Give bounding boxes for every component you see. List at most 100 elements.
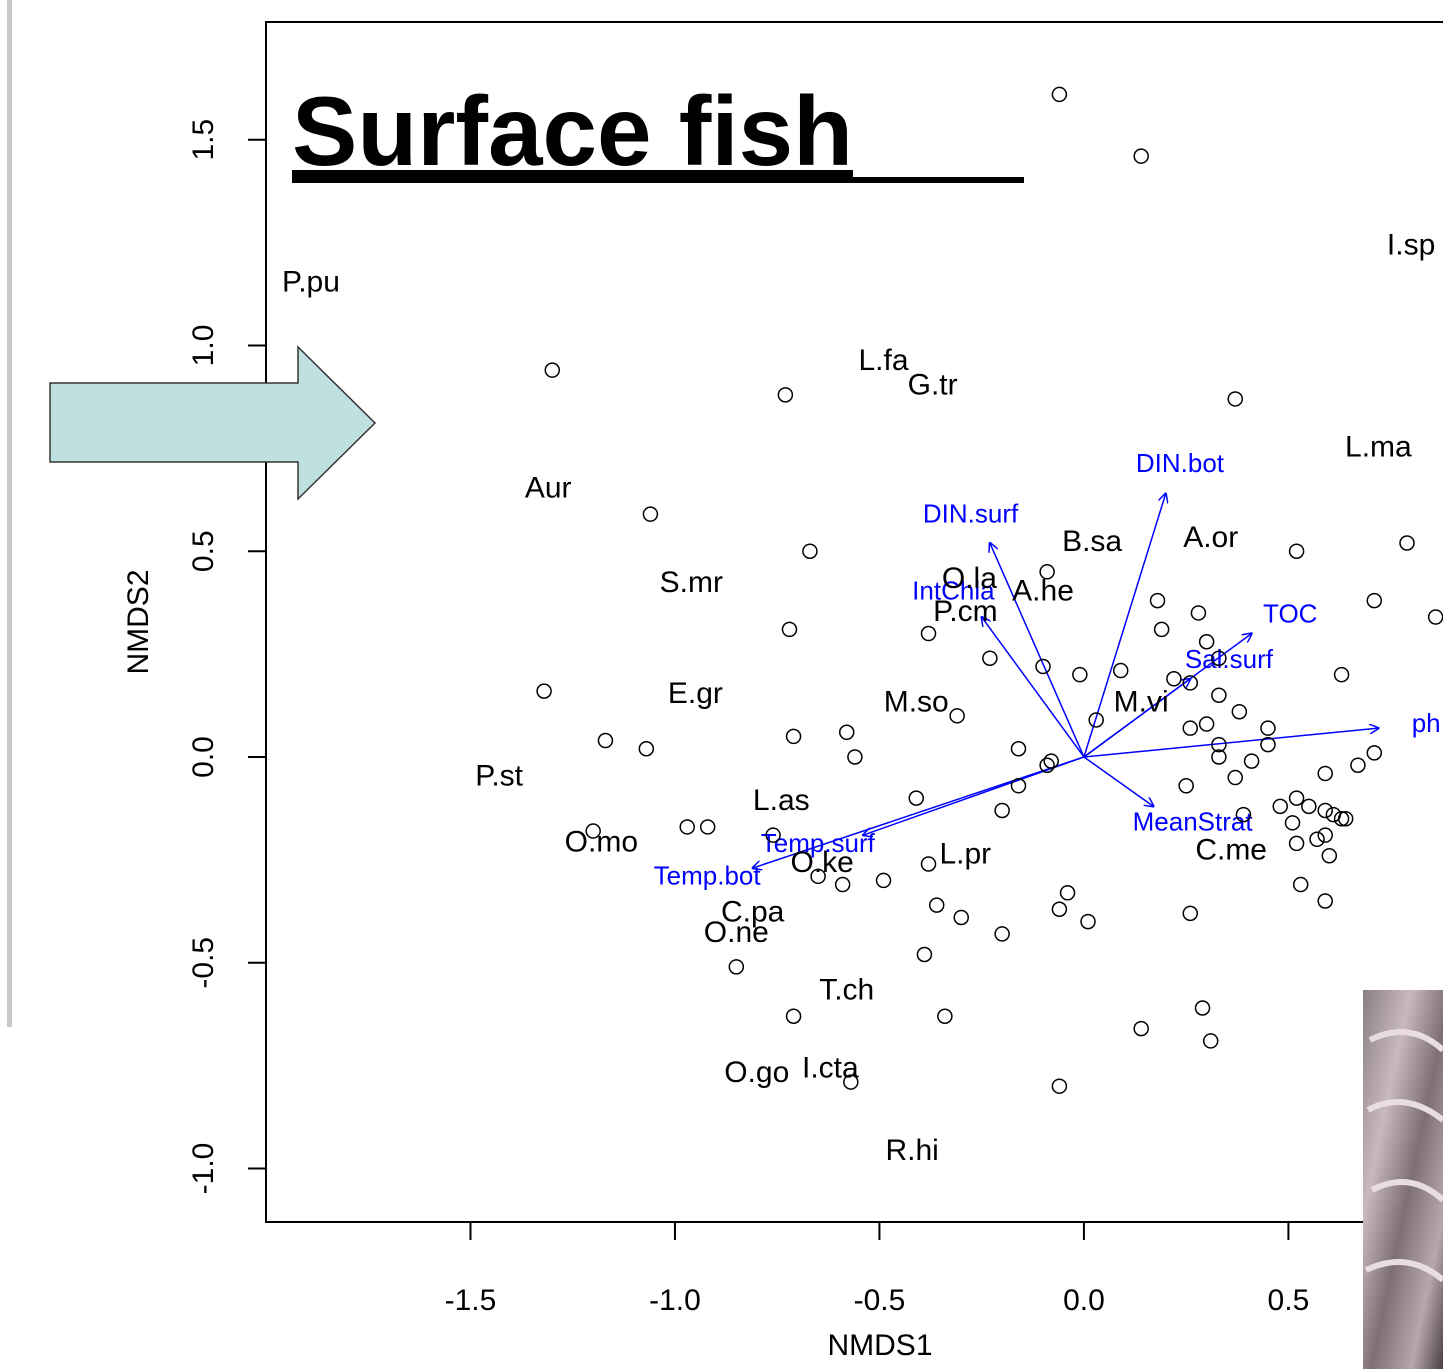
x-tick-label: 0.0 (1063, 1284, 1105, 1317)
x-tick-label: 0.5 (1268, 1284, 1310, 1317)
site-point (787, 1009, 801, 1023)
species-label: G.tr (908, 369, 958, 402)
chart: -1.5-1.0-0.50.00.5-1.0-0.50.00.51.01.5DI… (0, 0, 1443, 1369)
site-point (848, 750, 862, 764)
site-point (917, 948, 931, 962)
x-axis-label: NMDS1 (827, 1329, 932, 1362)
species-label: L.ma (1345, 430, 1412, 463)
site-point (1286, 816, 1300, 830)
species-label: B.sa (1062, 525, 1122, 558)
site-point (983, 651, 997, 665)
site-point (1273, 799, 1287, 813)
site-point (1011, 742, 1025, 756)
site-point (922, 627, 936, 641)
x-tick-label: -0.5 (854, 1284, 906, 1317)
site-point (930, 898, 944, 912)
site-point (1052, 902, 1066, 916)
site-point (1167, 672, 1181, 686)
site-point (1073, 668, 1087, 682)
site-point (1302, 799, 1316, 813)
site-point (1335, 668, 1349, 682)
site-point (1400, 536, 1414, 550)
site-point (545, 363, 559, 377)
site-point (643, 507, 657, 521)
site-point (909, 791, 923, 805)
site-point (1429, 610, 1443, 624)
site-point (803, 544, 817, 558)
site-point (1052, 87, 1066, 101)
site-point (1183, 721, 1197, 735)
env-vector (1084, 757, 1154, 806)
site-point (1179, 779, 1193, 793)
site-point (1228, 392, 1242, 406)
site-point (1044, 754, 1058, 768)
y-tick-label: 0.0 (187, 736, 220, 778)
x-tick-label: -1.0 (649, 1284, 701, 1317)
species-label: T.ch (819, 973, 874, 1006)
species-label: P.st (475, 759, 523, 792)
site-point (938, 1009, 952, 1023)
site-point (1261, 738, 1275, 752)
site-point (598, 734, 612, 748)
site-point (1290, 791, 1304, 805)
y-tick-label: 1.0 (187, 325, 220, 367)
species-label: L.fa (859, 344, 909, 377)
site-point (1134, 1022, 1148, 1036)
site-point (1183, 906, 1197, 920)
page: {"chart_data": { "type": "scatter", "tit… (0, 0, 1443, 1369)
species-label: L.pr (939, 838, 991, 871)
site-point (1155, 622, 1169, 636)
site-point (782, 622, 796, 636)
site-point (1367, 746, 1381, 760)
env-vector (982, 617, 1084, 757)
vector-label: MeanStrat (1133, 807, 1254, 837)
site-point (1294, 878, 1308, 892)
env-vector (1084, 728, 1378, 757)
site-point (954, 910, 968, 924)
site-point (1245, 754, 1259, 768)
site-point (1200, 717, 1214, 731)
site-point (1081, 915, 1095, 929)
site-point (1114, 664, 1128, 678)
species-label: R.hi (885, 1134, 938, 1167)
y-tick-label: -0.5 (187, 937, 220, 989)
y-tick-label: -1.0 (187, 1143, 220, 1195)
site-point (995, 927, 1009, 941)
site-point (778, 388, 792, 402)
site-point (1318, 894, 1332, 908)
site-point (995, 803, 1009, 817)
species-label: C.me (1195, 834, 1267, 867)
site-point (1228, 771, 1242, 785)
species-label: O.mo (565, 825, 638, 858)
y-tick-label: 1.5 (187, 119, 220, 161)
site-point (836, 878, 850, 892)
chart-title: Surface fish (292, 76, 853, 186)
plot-area: -1.5-1.0-0.50.00.5-1.0-0.50.00.51.01.5DI… (187, 22, 1443, 1317)
species-label: I.cta (802, 1052, 859, 1085)
vector-label: DIN.bot (1136, 448, 1225, 478)
site-point (1052, 1079, 1066, 1093)
site-point (840, 725, 854, 739)
site-point (1232, 705, 1246, 719)
site-point (950, 709, 964, 723)
site-point (1036, 659, 1050, 673)
species-label: M.so (884, 685, 949, 718)
species-label: E.gr (668, 677, 723, 710)
species-label: L.as (753, 784, 810, 817)
species-label: S.mr (660, 566, 723, 599)
site-point (680, 820, 694, 834)
site-point (787, 729, 801, 743)
site-point (1290, 544, 1304, 558)
site-point (729, 960, 743, 974)
site-point (1191, 606, 1205, 620)
vector-label: DIN.surf (923, 498, 1019, 528)
species-label: O.la (942, 562, 997, 595)
fish-photo (1363, 990, 1443, 1369)
site-point (877, 873, 891, 887)
site-point (1351, 758, 1365, 772)
species-label: P.pu (282, 266, 340, 299)
species-label: A.he (1012, 574, 1074, 607)
site-point (1318, 766, 1332, 780)
site-point (1196, 1001, 1210, 1015)
site-point (1310, 832, 1324, 846)
